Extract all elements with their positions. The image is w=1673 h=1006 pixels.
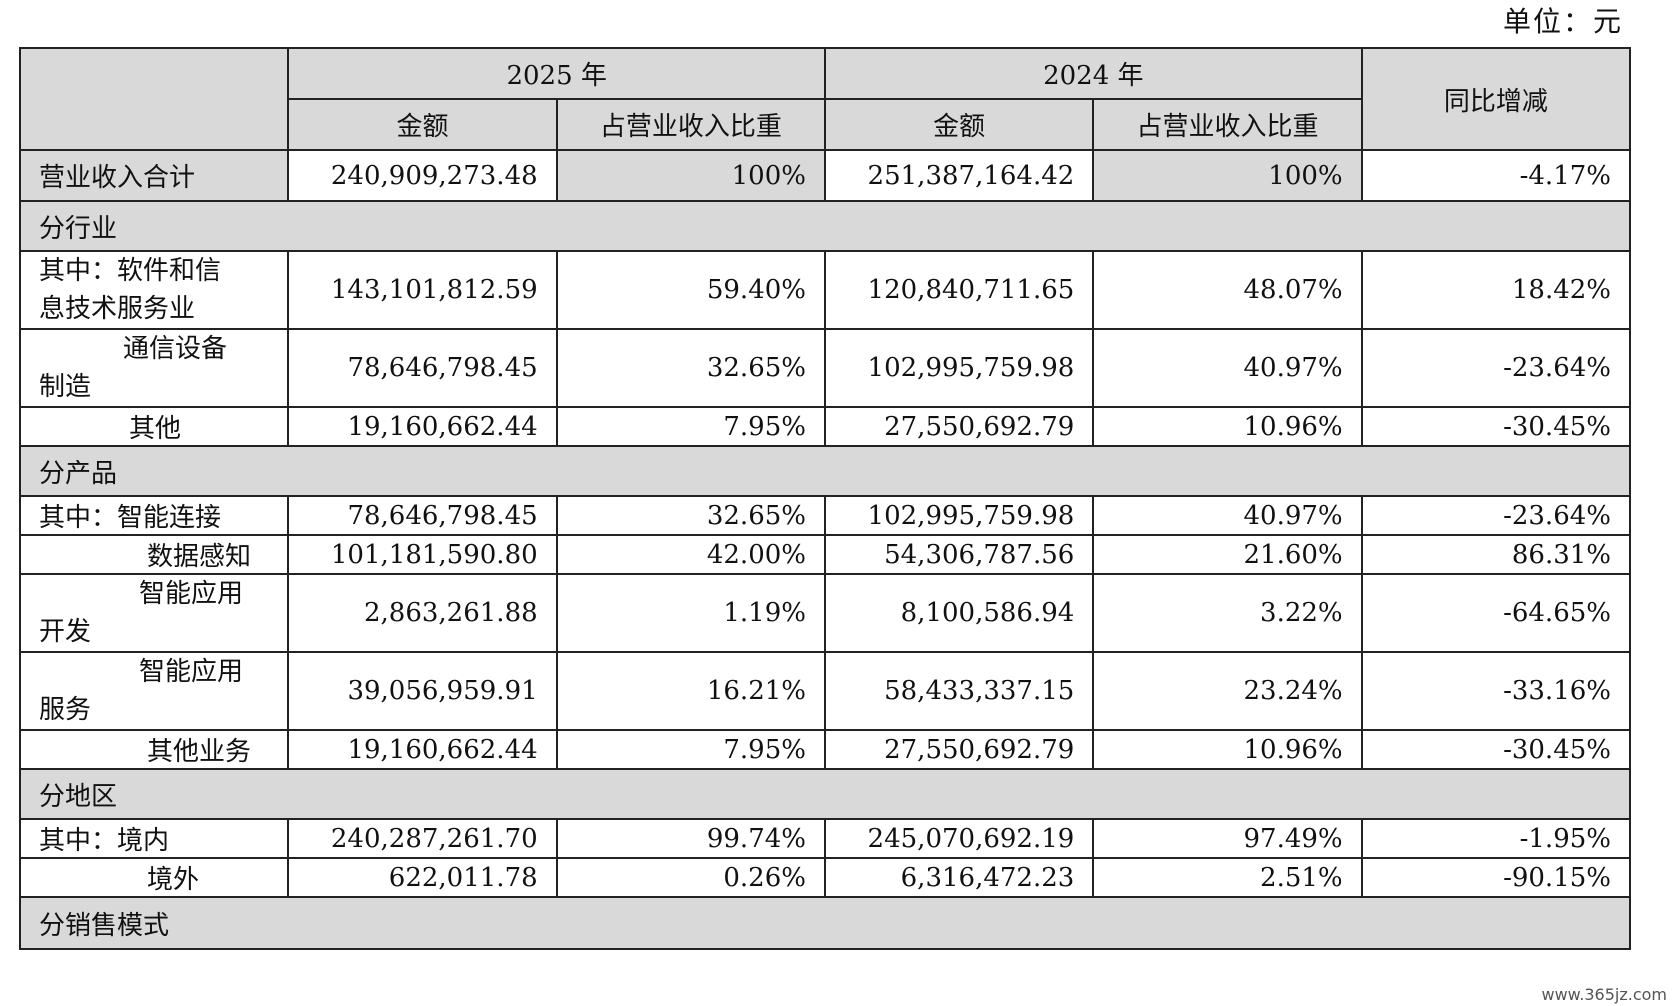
ratio-2025: 32.65% [555,328,826,408]
ratio-2025: 32.65% [555,495,826,536]
table-row: 其中：智能连接 78,646,798.45 32.65% 102,995,759… [18,495,1632,536]
yoy-change: -23.64% [1360,495,1632,536]
amount-2025: 78,646,798.45 [287,495,558,536]
table-row: 境外 622,011.78 0.26% 6,316,472.23 2.51% -… [18,857,1632,898]
row-label: 其他 [18,406,290,447]
ratio-2025: 0.26% [555,857,826,898]
row-label: 其中：软件和信 息技术服务业 [18,250,290,330]
amount-2025: 2,863,261.88 [287,573,558,653]
ratio-2024: 10.96% [1092,406,1363,447]
amount-2025: 143,101,812.59 [287,250,558,330]
amount-2025: 240,909,273.48 [287,149,558,202]
table-row: 其中：软件和信 息技术服务业 143,101,812.59 59.40% 120… [18,250,1632,330]
amount-2024: 27,550,692.79 [823,406,1095,447]
section-title-sales-mode: 分销售模式 [19,896,1631,950]
yoy-change: -33.16% [1360,651,1632,731]
ratio-2024: 48.07% [1092,250,1363,330]
ratio-2025: 100% [555,149,826,202]
unit-label: 单位：元 [1502,5,1623,38]
table-row: 智能应用 服务 39,056,959.91 16.21% 58,433,337.… [18,651,1632,731]
section-title-region: 分地区 [19,768,1631,820]
amount-2025: 240,287,261.70 [287,818,558,859]
header-amount-2025: 金额 [287,98,558,151]
amount-2025: 39,056,959.91 [287,651,558,731]
ratio-2024: 3.22% [1092,573,1363,653]
table-row: 其他 19,160,662.44 7.95% 27,550,692.79 10.… [18,406,1632,447]
yoy-change: -64.65% [1360,573,1632,653]
ratio-2024: 21.60% [1092,534,1363,575]
row-label: 数据感知 [18,534,290,575]
table-row: 数据感知 101,181,590.80 42.00% 54,306,787.56… [18,534,1632,575]
header-year-2025: 2025 年 [287,47,826,100]
ratio-2024: 10.96% [1092,729,1363,770]
row-label: 境外 [18,857,290,898]
section-row-sales-mode: 分销售模式 [19,896,1631,950]
amount-2024: 58,433,337.15 [823,651,1095,731]
row-label: 营业收入合计 [18,149,290,202]
ratio-2025: 16.21% [555,651,826,731]
yoy-change: -23.64% [1360,328,1632,408]
amount-2024: 102,995,759.98 [823,495,1095,536]
amount-2025: 78,646,798.45 [287,328,558,408]
yoy-change: -30.45% [1360,729,1632,770]
watermark-text: www.365jz.com [1541,985,1667,1004]
table-row: 其他业务 19,160,662.44 7.95% 27,550,692.79 1… [18,729,1632,770]
ratio-2024: 2.51% [1092,857,1363,898]
header-row-columns: 金额 占营业收入比重 金额 占营业收入比重 [20,98,1630,151]
amount-2024: 245,070,692.19 [823,818,1095,859]
yoy-change: 86.31% [1360,534,1632,575]
amount-2025: 101,181,590.80 [287,534,558,575]
ratio-2025: 42.00% [555,534,826,575]
amount-2024: 102,995,759.98 [823,328,1095,408]
amount-2025: 622,011.78 [287,857,558,898]
row-label: 通信设备 制造 [18,328,290,408]
ratio-2025: 99.74% [555,818,826,859]
section-title-industry: 分行业 [19,200,1631,252]
yoy-change: -90.15% [1360,857,1632,898]
ratio-2024: 40.97% [1092,495,1363,536]
ratio-2025: 7.95% [555,406,826,447]
row-label: 其他业务 [18,729,290,770]
amount-2024: 6,316,472.23 [823,857,1095,898]
table-row-total: 营业收入合计 240,909,273.48 100% 251,387,164.4… [18,149,1632,202]
ratio-2024: 97.49% [1092,818,1363,859]
row-label: 其中：境内 [18,818,290,859]
row-label: 智能应用 服务 [18,651,290,731]
amount-2024: 27,550,692.79 [823,729,1095,770]
section-row-region: 分地区 [19,768,1631,820]
ratio-2025: 7.95% [555,729,826,770]
header-amount-2024: 金额 [823,98,1095,151]
yoy-change: -1.95% [1360,818,1632,859]
amount-2024: 120,840,711.65 [823,250,1095,330]
ratio-2025: 59.40% [555,250,826,330]
header-blank-cell [18,47,290,151]
header-ratio-2025: 占营业收入比重 [555,98,826,151]
ratio-2024: 40.97% [1092,328,1363,408]
amount-2024: 54,306,787.56 [823,534,1095,575]
ratio-2024: 23.24% [1092,651,1363,731]
header-year-2024: 2024 年 [823,47,1363,100]
amount-2024: 251,387,164.42 [823,149,1095,202]
yoy-change: 18.42% [1360,250,1632,330]
header-ratio-2024: 占营业收入比重 [1092,98,1363,151]
ratio-2025: 1.19% [555,573,826,653]
section-row-industry: 分行业 [19,200,1631,252]
section-title-product: 分产品 [19,445,1631,497]
yoy-change: -4.17% [1360,149,1632,202]
table-row: 通信设备 制造 78,646,798.45 32.65% 102,995,759… [18,328,1632,408]
amount-2025: 19,160,662.44 [287,406,558,447]
header-yoy: 同比增减 [1360,47,1632,151]
revenue-composition-table: 2025 年 2024 年 同比增减 金额 占营业收入比重 金额 占营业收入比重… [18,47,1632,950]
yoy-change: -30.45% [1360,406,1632,447]
table-row: 智能应用 开发 2,863,261.88 1.19% 8,100,586.94 … [18,573,1632,653]
table-row: 其中：境内 240,287,261.70 99.74% 245,070,692.… [18,818,1632,859]
amount-2025: 19,160,662.44 [287,729,558,770]
row-label: 其中：智能连接 [18,495,290,536]
ratio-2024: 100% [1092,149,1363,202]
header-row-years: 2025 年 2024 年 同比增减 [18,47,1632,151]
amount-2024: 8,100,586.94 [823,573,1095,653]
row-label: 智能应用 开发 [18,573,290,653]
section-row-product: 分产品 [19,445,1631,497]
